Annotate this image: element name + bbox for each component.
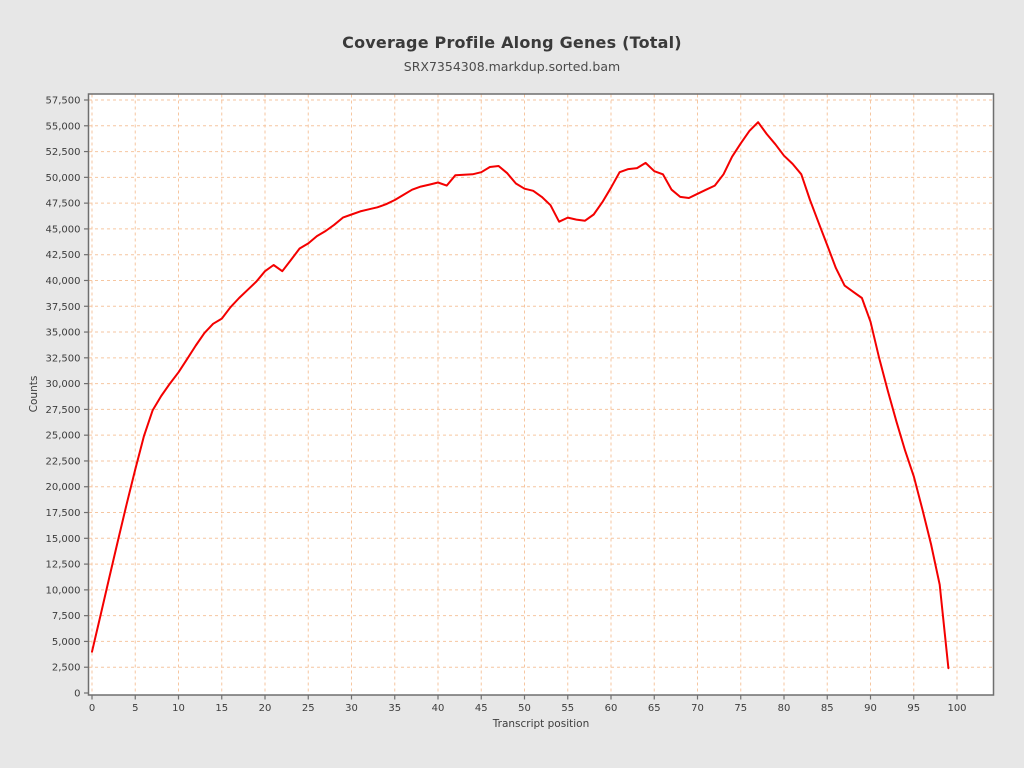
x-tick-label: 0 (89, 703, 95, 714)
y-tick-label: 10,000 (46, 585, 81, 596)
x-tick-label: 95 (907, 703, 920, 714)
x-axis-label: Transcript position (492, 718, 589, 730)
y-tick-label: 47,500 (46, 199, 81, 210)
x-tick-label: 55 (561, 703, 574, 714)
plot-background (88, 94, 994, 695)
y-tick-label: 35,000 (46, 328, 81, 339)
x-tick-label: 80 (778, 703, 791, 714)
x-tick-label: 100 (947, 703, 966, 714)
y-tick-label: 2,500 (52, 663, 81, 674)
x-tick-label: 30 (345, 703, 358, 714)
x-tick-label: 65 (648, 703, 661, 714)
x-tick-label: 75 (734, 703, 747, 714)
x-tick-label: 35 (388, 703, 401, 714)
y-axis-label: Counts (28, 376, 40, 413)
y-tick-label: 50,000 (46, 173, 81, 184)
x-tick-label: 15 (215, 703, 228, 714)
y-tick-label: 37,500 (46, 302, 81, 313)
y-tick-label: 52,500 (46, 147, 81, 158)
y-tick-label: 17,500 (46, 508, 81, 519)
x-tick-label: 25 (302, 703, 315, 714)
chart-subtitle: SRX7354308.markdup.sorted.bam (403, 59, 621, 74)
y-tick-label: 12,500 (46, 560, 81, 571)
x-tick-label: 40 (432, 703, 445, 714)
x-tick-label: 20 (259, 703, 272, 714)
chart-title: Coverage Profile Along Genes (Total) (342, 33, 682, 52)
y-tick-label: 32,500 (46, 353, 81, 364)
y-tick-label: 30,000 (46, 379, 81, 390)
y-tick-label: 20,000 (46, 482, 81, 493)
x-tick-label: 5 (132, 703, 138, 714)
coverage-line (91, 121, 950, 670)
y-tick-label: 22,500 (46, 456, 81, 467)
x-tick-label: 10 (172, 703, 185, 714)
y-tick-label: 25,000 (46, 431, 81, 442)
y-tick-label: 42,500 (46, 250, 81, 261)
y-tick-label: 5,000 (52, 637, 81, 648)
y-tick-label: 15,000 (46, 534, 81, 545)
y-tick-label: 57,500 (46, 96, 81, 107)
plot-border (87, 93, 995, 696)
y-tick-label: 45,000 (46, 224, 81, 235)
y-tick-label: 55,000 (46, 121, 81, 132)
y-tick-label: 40,000 (46, 276, 81, 287)
y-tick-label: 0 (74, 689, 80, 700)
x-tick-label: 60 (605, 703, 618, 714)
x-tick-label: 70 (691, 703, 704, 714)
x-tick-label: 50 (518, 703, 531, 714)
x-tick-label: 85 (821, 703, 834, 714)
x-tick-label: 45 (475, 703, 488, 714)
y-tick-label: 27,500 (46, 405, 81, 416)
y-tick-label: 7,500 (52, 611, 81, 622)
x-tick-label: 90 (864, 703, 877, 714)
